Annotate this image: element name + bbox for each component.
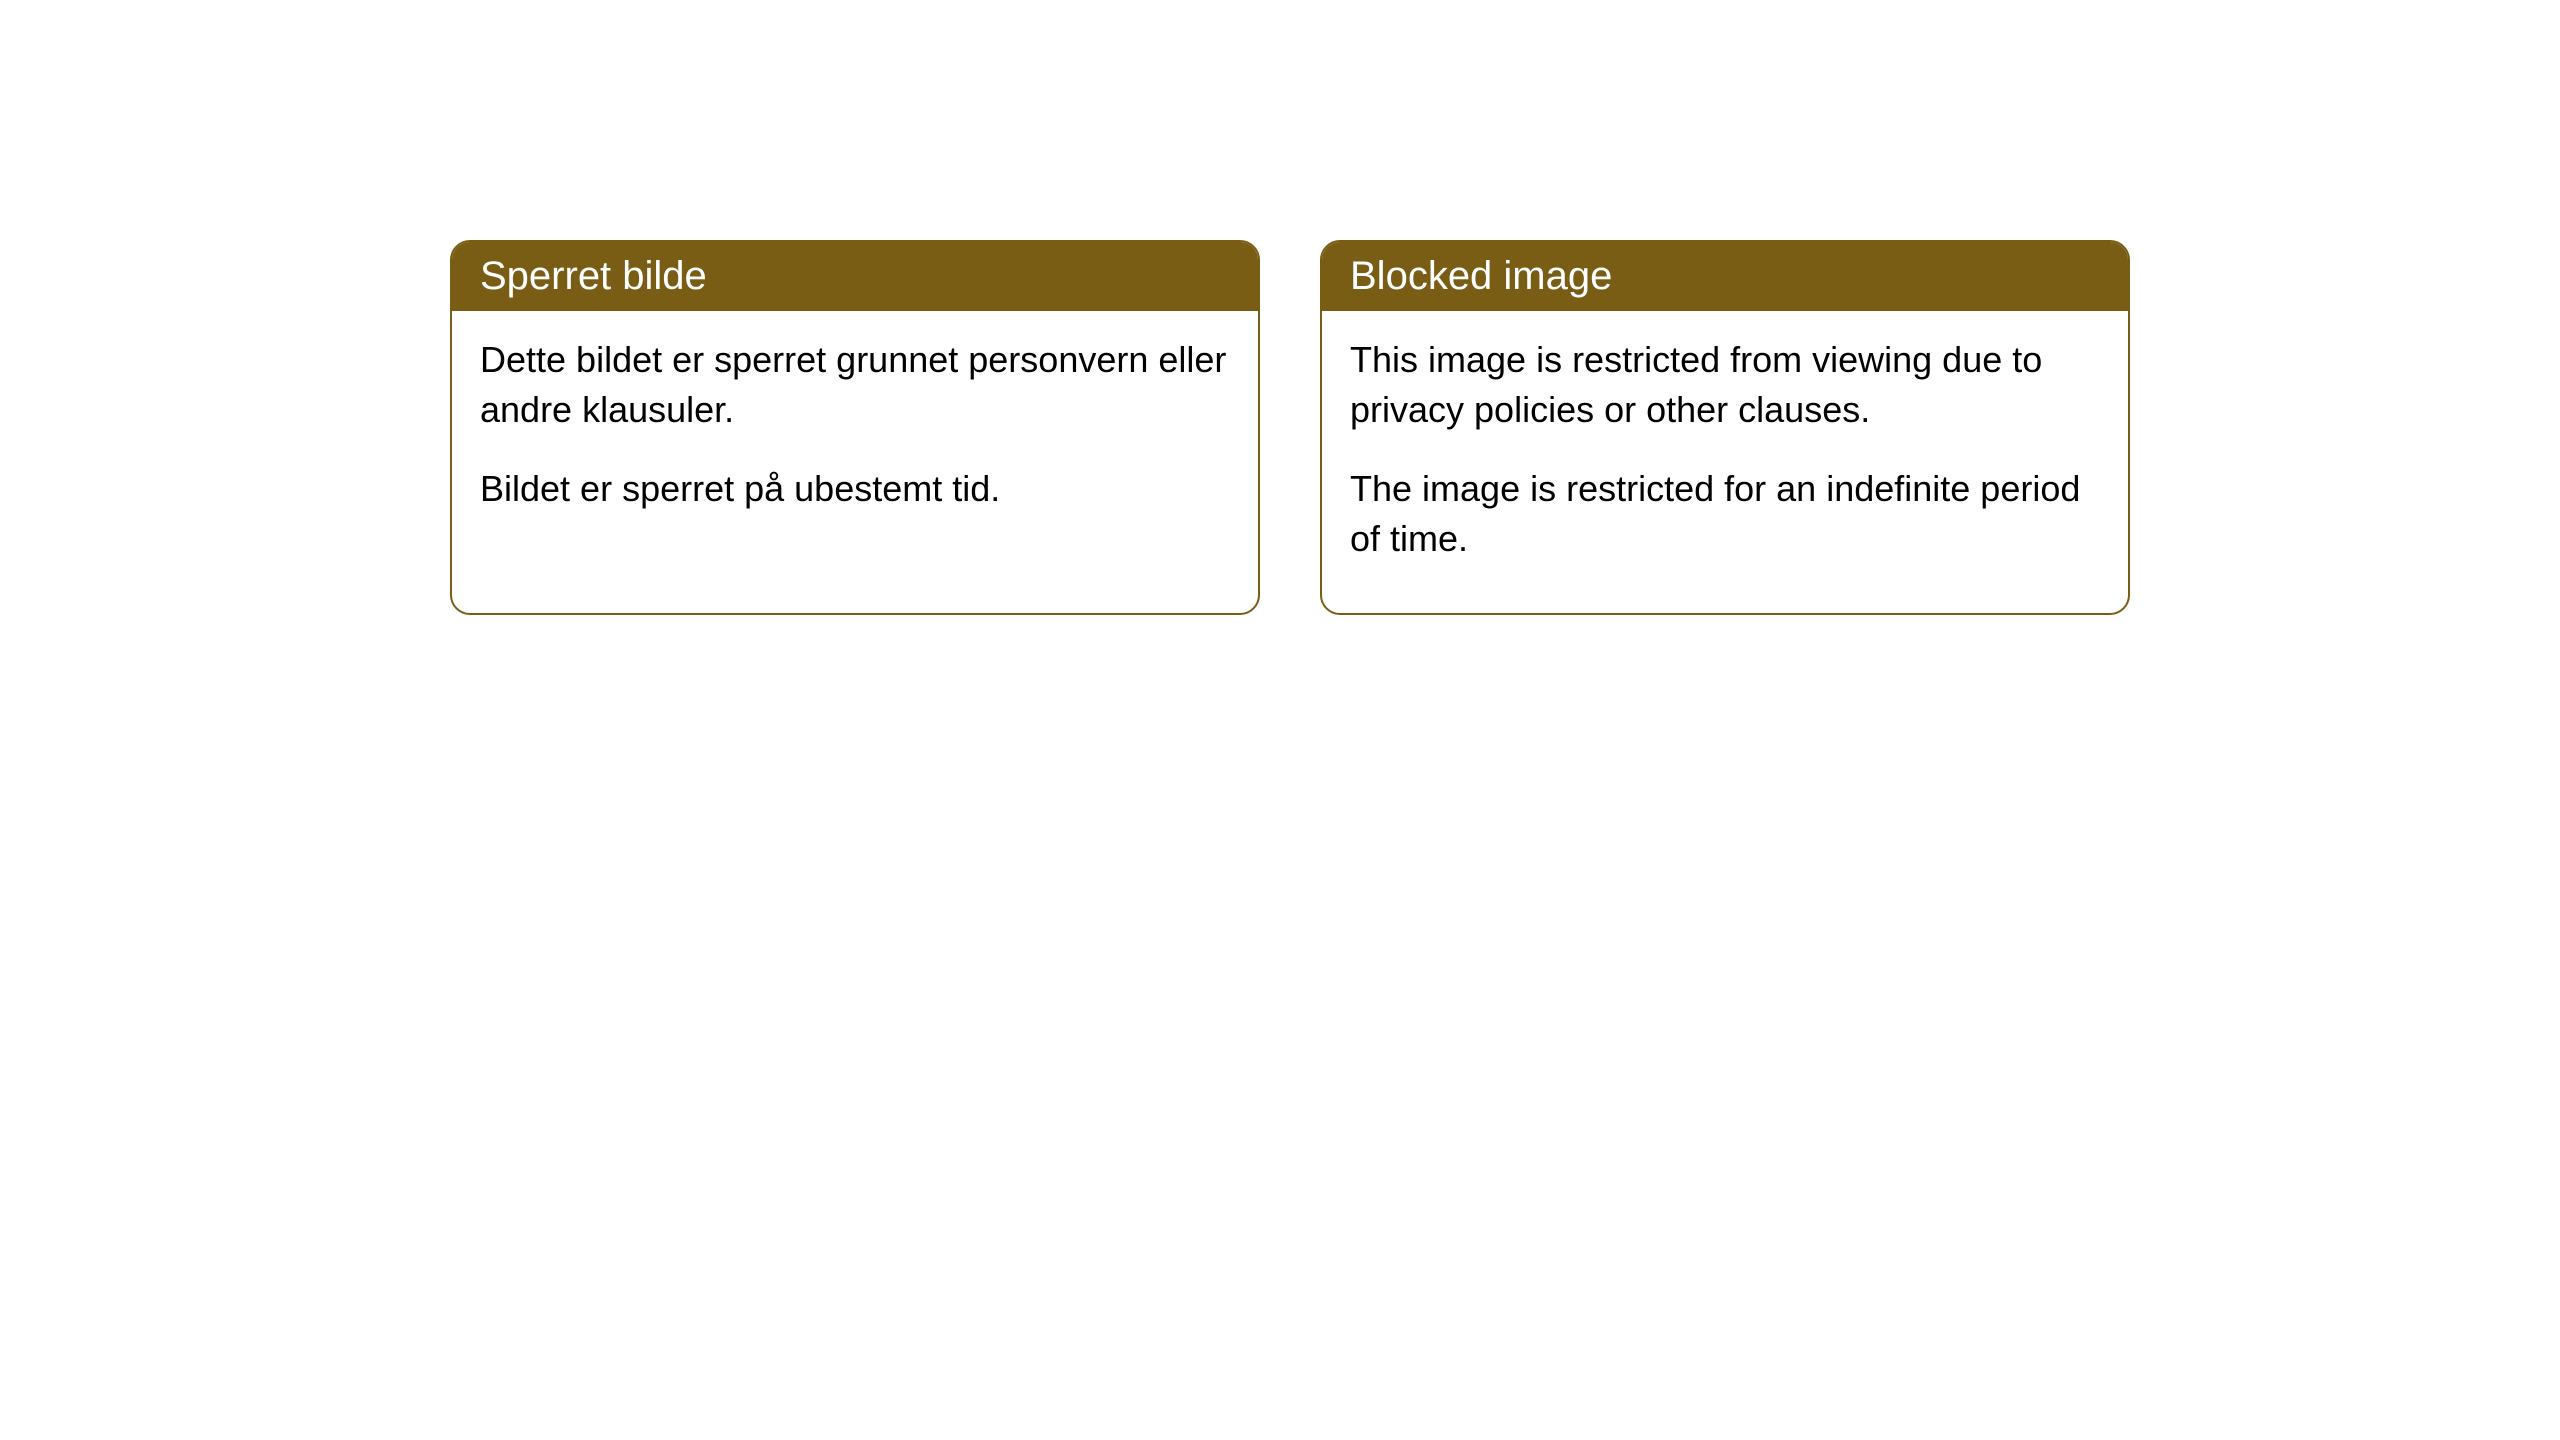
notice-card-english: Blocked image This image is restricted f… [1320, 240, 2130, 615]
card-paragraph: Dette bildet er sperret grunnet personve… [480, 335, 1230, 436]
card-header: Sperret bilde [452, 242, 1258, 311]
card-paragraph: This image is restricted from viewing du… [1350, 335, 2100, 436]
notice-cards-container: Sperret bilde Dette bildet er sperret gr… [450, 240, 2130, 615]
card-body: This image is restricted from viewing du… [1322, 311, 2128, 613]
card-body: Dette bildet er sperret grunnet personve… [452, 311, 1258, 562]
notice-card-norwegian: Sperret bilde Dette bildet er sperret gr… [450, 240, 1260, 615]
card-paragraph: The image is restricted for an indefinit… [1350, 464, 2100, 565]
card-header: Blocked image [1322, 242, 2128, 311]
card-paragraph: Bildet er sperret på ubestemt tid. [480, 464, 1230, 514]
